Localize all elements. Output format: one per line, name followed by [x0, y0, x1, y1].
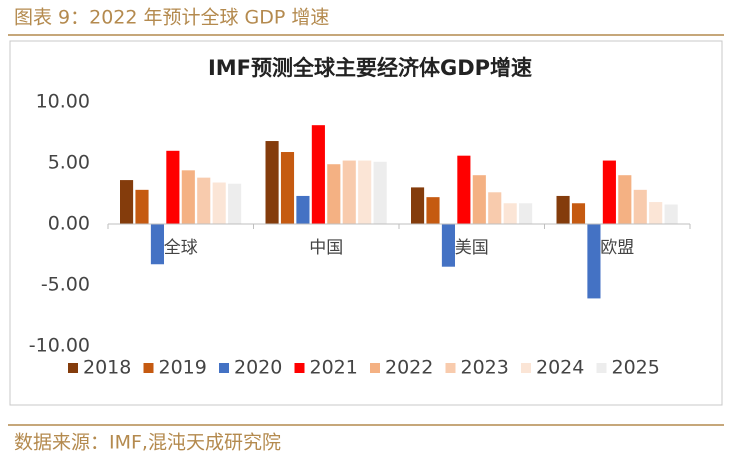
legend-label: 2018 — [83, 357, 131, 379]
bar — [150, 224, 164, 265]
bar — [587, 224, 601, 299]
bar — [649, 202, 663, 224]
legend-swatch — [596, 363, 607, 373]
bar — [488, 192, 502, 224]
bar — [166, 150, 180, 224]
x-tick-label: 全球 — [164, 238, 198, 258]
y-tick-label: -10.00 — [29, 335, 90, 357]
bar — [120, 180, 134, 224]
bar — [472, 175, 486, 224]
bar — [556, 195, 570, 224]
bar — [411, 187, 425, 224]
bar — [280, 152, 295, 224]
legend-swatch — [294, 363, 305, 373]
legend-label: 2025 — [612, 357, 660, 379]
legend-label: 2024 — [536, 357, 584, 379]
bar — [212, 182, 226, 224]
bar — [296, 195, 310, 224]
bar — [228, 183, 242, 224]
bar — [571, 203, 586, 224]
legend-swatch — [68, 363, 78, 373]
legend-swatch — [143, 363, 154, 373]
bar — [265, 141, 279, 224]
legend-swatch — [445, 363, 456, 373]
legend-label: 2020 — [234, 357, 282, 379]
x-tick-label: 中国 — [309, 238, 343, 258]
source-note: 数据来源：IMF,混沌天成研究院 — [14, 432, 281, 454]
bar — [426, 197, 440, 224]
legend-label: 2023 — [461, 357, 509, 379]
bar — [519, 203, 533, 224]
legend-label: 2019 — [159, 357, 207, 379]
y-tick-label: -5.00 — [41, 274, 90, 296]
legend-label: 2021 — [310, 357, 358, 379]
legend-swatch — [219, 363, 229, 373]
bar — [664, 204, 678, 224]
chart-title: IMF预测全球主要经济体GDP增速 — [208, 56, 532, 80]
x-tick-label: 欧盟 — [600, 238, 634, 258]
bar — [618, 175, 632, 224]
bar — [327, 164, 341, 224]
bar — [441, 224, 455, 267]
figure-caption: 图表 9：2022 年预计全球 GDP 增速 — [14, 7, 329, 29]
bar — [197, 177, 211, 224]
y-tick-label: 5.00 — [48, 152, 90, 174]
bar — [311, 125, 325, 224]
legend-label: 2022 — [385, 357, 433, 379]
x-tick-label: 美国 — [455, 238, 489, 258]
bar — [602, 160, 616, 224]
bar — [181, 170, 195, 224]
bar — [373, 161, 387, 224]
legend-swatch — [370, 363, 380, 373]
y-tick-label: 0.00 — [48, 213, 90, 235]
y-tick-label: 10.00 — [36, 91, 90, 113]
bar — [503, 203, 517, 224]
bar — [633, 189, 647, 224]
bar — [457, 155, 471, 224]
legend-swatch — [521, 363, 531, 373]
bar — [342, 160, 356, 224]
bar — [135, 189, 149, 224]
bar — [358, 160, 372, 224]
